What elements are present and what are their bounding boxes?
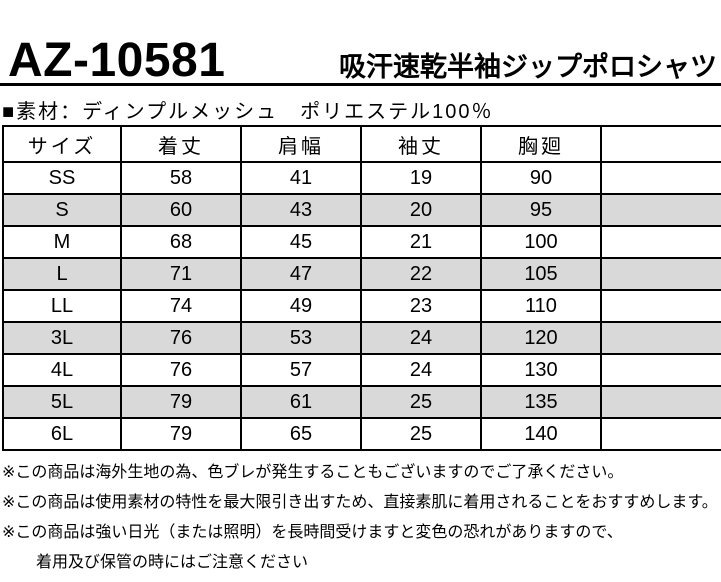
column-header-sleeve-length: 袖丈 — [360, 125, 482, 163]
table-row-3l: 3L 76 53 24 120 — [2, 321, 721, 355]
body-length-cell: 60 — [120, 193, 242, 227]
product-code: AZ-10581 — [8, 33, 226, 87]
shoulder-width-cell: 49 — [240, 289, 362, 323]
empty-cell — [600, 353, 721, 387]
size-cell: M — [2, 225, 122, 259]
size-cell: 5L — [2, 385, 122, 419]
sleeve-length-cell: 21 — [360, 225, 482, 259]
column-header-size: サイズ — [2, 125, 122, 163]
shoulder-width-cell: 47 — [240, 257, 362, 291]
sleeve-length-cell: 25 — [360, 385, 482, 419]
size-cell: S — [2, 193, 122, 227]
body-length-cell: 71 — [120, 257, 242, 291]
size-cell: L — [2, 257, 122, 291]
sleeve-length-cell: 23 — [360, 289, 482, 323]
size-cell: 6L — [2, 417, 122, 451]
shoulder-width-cell: 65 — [240, 417, 362, 451]
product-name: 吸汗速乾半袖ジップポロシャツ — [339, 51, 717, 82]
size-table: サイズ 着丈 肩幅 袖丈 胸廻 SS 58 41 19 90 S 60 43 2 — [2, 125, 721, 451]
chest-cell: 90 — [480, 161, 602, 195]
table-row-ll: LL 74 49 23 110 — [2, 289, 721, 323]
body-length-cell: 79 — [120, 417, 242, 451]
sleeve-length-cell: 19 — [360, 161, 482, 195]
body-length-cell: 76 — [120, 321, 242, 355]
empty-cell — [600, 193, 721, 227]
body-length-cell: 76 — [120, 353, 242, 387]
chest-cell: 100 — [480, 225, 602, 259]
material-line: ■素材：ディンプルメッシュ ポリエステル100％ — [2, 101, 494, 123]
size-cell: 3L — [2, 321, 122, 355]
note-line-3: ※この商品は強い日光（または照明）を長時間受けますと変色の恐れがありますので、 — [2, 524, 623, 541]
table-row-s: S 60 43 20 95 — [2, 193, 721, 227]
table-row-ss: SS 58 41 19 90 — [2, 161, 721, 195]
table-row-4l: 4L 76 57 24 130 — [2, 353, 721, 387]
size-cell: LL — [2, 289, 122, 323]
chest-cell: 135 — [480, 385, 602, 419]
notes-section: ※この商品は海外生地の為、色ブレが発生することもございますのでご了承ください。 … — [2, 458, 721, 578]
table-row-m: M 68 45 21 100 — [2, 225, 721, 259]
body-length-cell: 68 — [120, 225, 242, 259]
empty-cell — [600, 225, 721, 259]
shoulder-width-cell: 53 — [240, 321, 362, 355]
shoulder-width-cell: 43 — [240, 193, 362, 227]
sleeve-length-cell: 24 — [360, 353, 482, 387]
shoulder-width-cell: 61 — [240, 385, 362, 419]
shoulder-width-cell: 45 — [240, 225, 362, 259]
note-line-2: ※この商品は使用素材の特性を最大限引き出すため、直接素肌に着用されることをおすす… — [2, 494, 718, 511]
title-bar: AZ-10581 吸汗速乾半袖ジップポロシャツ — [0, 0, 721, 86]
table-row-l: L 71 47 22 105 — [2, 257, 721, 291]
empty-cell — [600, 417, 721, 451]
sleeve-length-cell: 24 — [360, 321, 482, 355]
column-header-chest: 胸廻 — [480, 125, 602, 163]
empty-cell — [600, 289, 721, 323]
sleeve-length-cell: 25 — [360, 417, 482, 451]
column-header-body-length: 着丈 — [120, 125, 242, 163]
note-line-1: ※この商品は海外生地の為、色ブレが発生することもございますのでご了承ください。 — [2, 464, 624, 481]
empty-cell — [600, 321, 721, 355]
size-table-header-row: サイズ 着丈 肩幅 袖丈 胸廻 — [2, 125, 721, 163]
shoulder-width-cell: 57 — [240, 353, 362, 387]
column-header-shoulder-width: 肩幅 — [240, 125, 362, 163]
chest-cell: 130 — [480, 353, 602, 387]
sleeve-length-cell: 20 — [360, 193, 482, 227]
table-row-5l: 5L 79 61 25 135 — [2, 385, 721, 419]
column-header-empty — [600, 125, 721, 163]
body-length-cell: 74 — [120, 289, 242, 323]
chest-cell: 95 — [480, 193, 602, 227]
note-line-4: 着用及び保管の時にはご注意ください — [36, 554, 309, 571]
table-row-6l: 6L 79 65 25 140 — [2, 417, 721, 451]
chest-cell: 140 — [480, 417, 602, 451]
body-length-cell: 58 — [120, 161, 242, 195]
body-length-cell: 79 — [120, 385, 242, 419]
empty-cell — [600, 385, 721, 419]
shoulder-width-cell: 41 — [240, 161, 362, 195]
chest-cell: 105 — [480, 257, 602, 291]
size-cell: SS — [2, 161, 122, 195]
chest-cell: 120 — [480, 321, 602, 355]
empty-cell — [600, 161, 721, 195]
chest-cell: 110 — [480, 289, 602, 323]
size-cell: 4L — [2, 353, 122, 387]
sleeve-length-cell: 22 — [360, 257, 482, 291]
empty-cell — [600, 257, 721, 291]
